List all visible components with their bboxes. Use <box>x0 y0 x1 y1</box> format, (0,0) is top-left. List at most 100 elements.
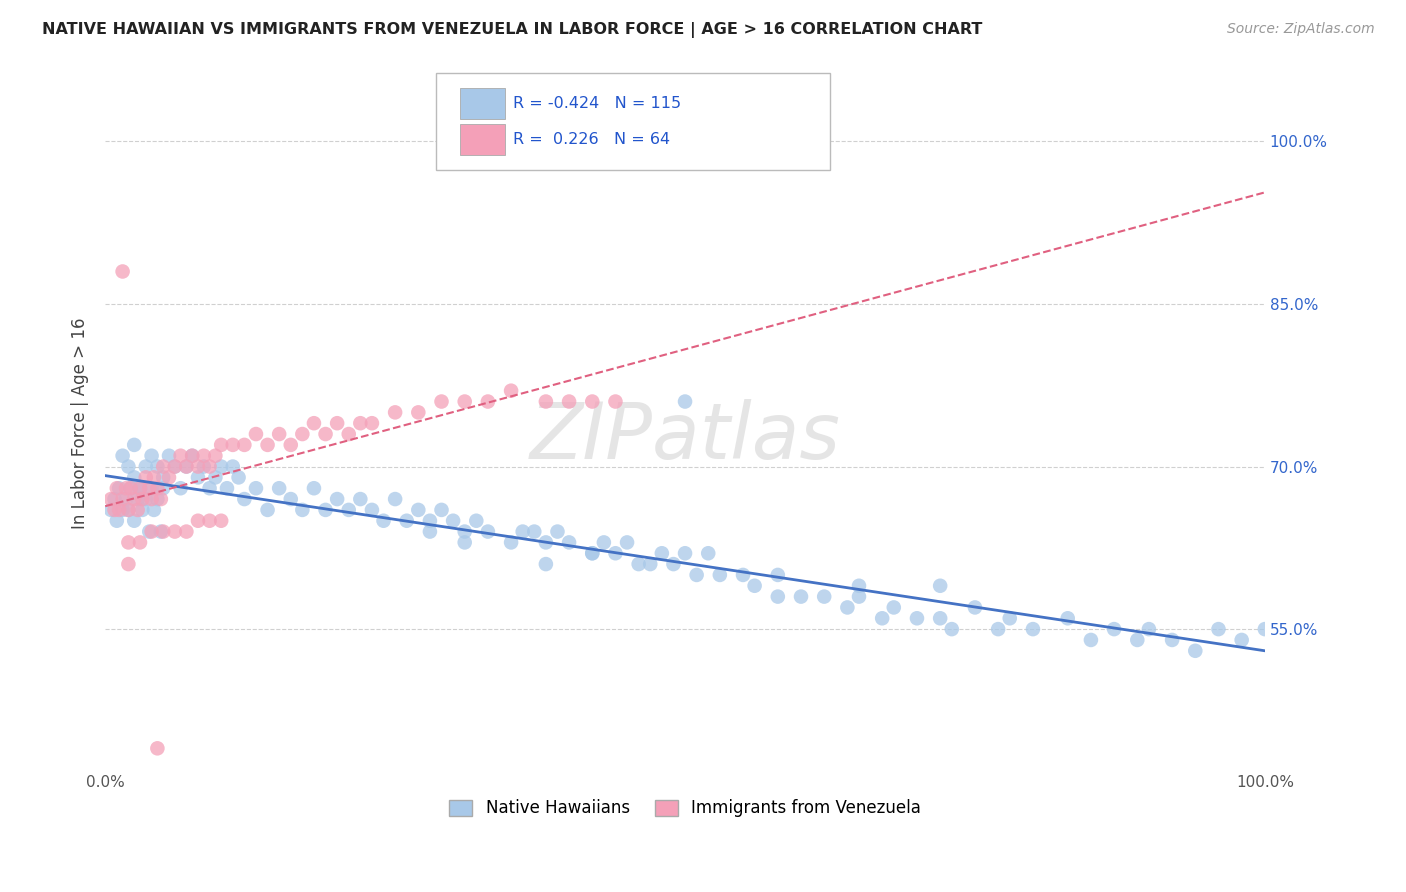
Point <box>146 491 169 506</box>
Point <box>419 514 441 528</box>
Point <box>477 394 499 409</box>
Point <box>198 481 221 495</box>
Point <box>373 514 395 528</box>
Point <box>558 535 581 549</box>
Point <box>627 557 650 571</box>
Point <box>848 579 870 593</box>
Point <box>430 394 453 409</box>
Point <box>141 481 163 495</box>
Point <box>534 557 557 571</box>
Point <box>122 491 145 506</box>
Point <box>111 491 134 506</box>
Point <box>233 491 256 506</box>
Point <box>998 611 1021 625</box>
Point <box>337 503 360 517</box>
Point <box>138 524 160 539</box>
Point <box>209 459 232 474</box>
Point <box>117 503 139 517</box>
Point <box>616 535 638 549</box>
Point <box>1126 632 1149 647</box>
Point <box>142 470 165 484</box>
Point <box>100 491 122 506</box>
Point <box>163 459 186 474</box>
Point <box>638 557 661 571</box>
Point <box>697 546 720 560</box>
Point <box>408 405 430 419</box>
Point <box>326 416 349 430</box>
Point <box>152 481 174 495</box>
Point <box>384 491 406 506</box>
Point <box>115 491 138 506</box>
Point <box>302 481 325 495</box>
Point <box>605 394 627 409</box>
Point <box>131 503 153 517</box>
Point <box>127 503 149 517</box>
FancyBboxPatch shape <box>460 87 505 120</box>
Point <box>135 459 157 474</box>
Point <box>157 470 180 484</box>
Point <box>1080 632 1102 647</box>
Text: NATIVE HAWAIIAN VS IMMIGRANTS FROM VENEZUELA IN LABOR FORCE | AGE > 16 CORRELATI: NATIVE HAWAIIAN VS IMMIGRANTS FROM VENEZ… <box>42 22 983 38</box>
Point <box>129 481 152 495</box>
Point <box>215 481 238 495</box>
Point <box>122 470 145 484</box>
Point <box>149 524 172 539</box>
Point <box>209 438 232 452</box>
Point <box>105 514 128 528</box>
Point <box>1161 632 1184 647</box>
Point <box>127 491 149 506</box>
Point <box>141 449 163 463</box>
Point <box>709 568 731 582</box>
Point <box>108 503 131 517</box>
Point <box>198 459 221 474</box>
Text: ZIPatlas: ZIPatlas <box>530 399 841 475</box>
Point <box>103 491 125 506</box>
Text: Source: ZipAtlas.com: Source: ZipAtlas.com <box>1227 22 1375 37</box>
Point <box>905 611 928 625</box>
Point <box>848 590 870 604</box>
Point <box>111 449 134 463</box>
Point <box>269 427 291 442</box>
Point <box>204 470 226 484</box>
Point <box>501 535 523 549</box>
Point <box>187 459 209 474</box>
Text: R = -0.424   N = 115: R = -0.424 N = 115 <box>513 96 682 111</box>
Point <box>395 514 418 528</box>
Point <box>103 503 125 517</box>
Point <box>117 535 139 549</box>
Point <box>883 600 905 615</box>
Point <box>441 514 464 528</box>
Point <box>122 438 145 452</box>
Point <box>349 491 371 506</box>
Point <box>1056 611 1078 625</box>
Point <box>512 524 534 539</box>
Point <box>129 481 152 495</box>
Point <box>135 491 157 506</box>
Point <box>269 481 291 495</box>
Point <box>141 524 163 539</box>
Point <box>454 535 477 549</box>
Point <box>361 416 384 430</box>
Point <box>929 611 952 625</box>
Point <box>501 384 523 398</box>
Point <box>152 470 174 484</box>
Point <box>169 481 191 495</box>
Point <box>111 503 134 517</box>
Point <box>176 459 198 474</box>
Point <box>146 481 169 495</box>
Legend: Native Hawaiians, Immigrants from Venezuela: Native Hawaiians, Immigrants from Venezu… <box>443 793 928 824</box>
Point <box>477 524 499 539</box>
Point <box>534 535 557 549</box>
Point <box>222 438 245 452</box>
Point <box>152 459 174 474</box>
Point <box>122 514 145 528</box>
Point <box>1022 622 1045 636</box>
Point <box>534 394 557 409</box>
Point <box>558 394 581 409</box>
Point <box>419 524 441 539</box>
Point <box>454 524 477 539</box>
Point <box>592 535 614 549</box>
Point <box>129 481 152 495</box>
Point <box>605 546 627 560</box>
Point <box>163 524 186 539</box>
